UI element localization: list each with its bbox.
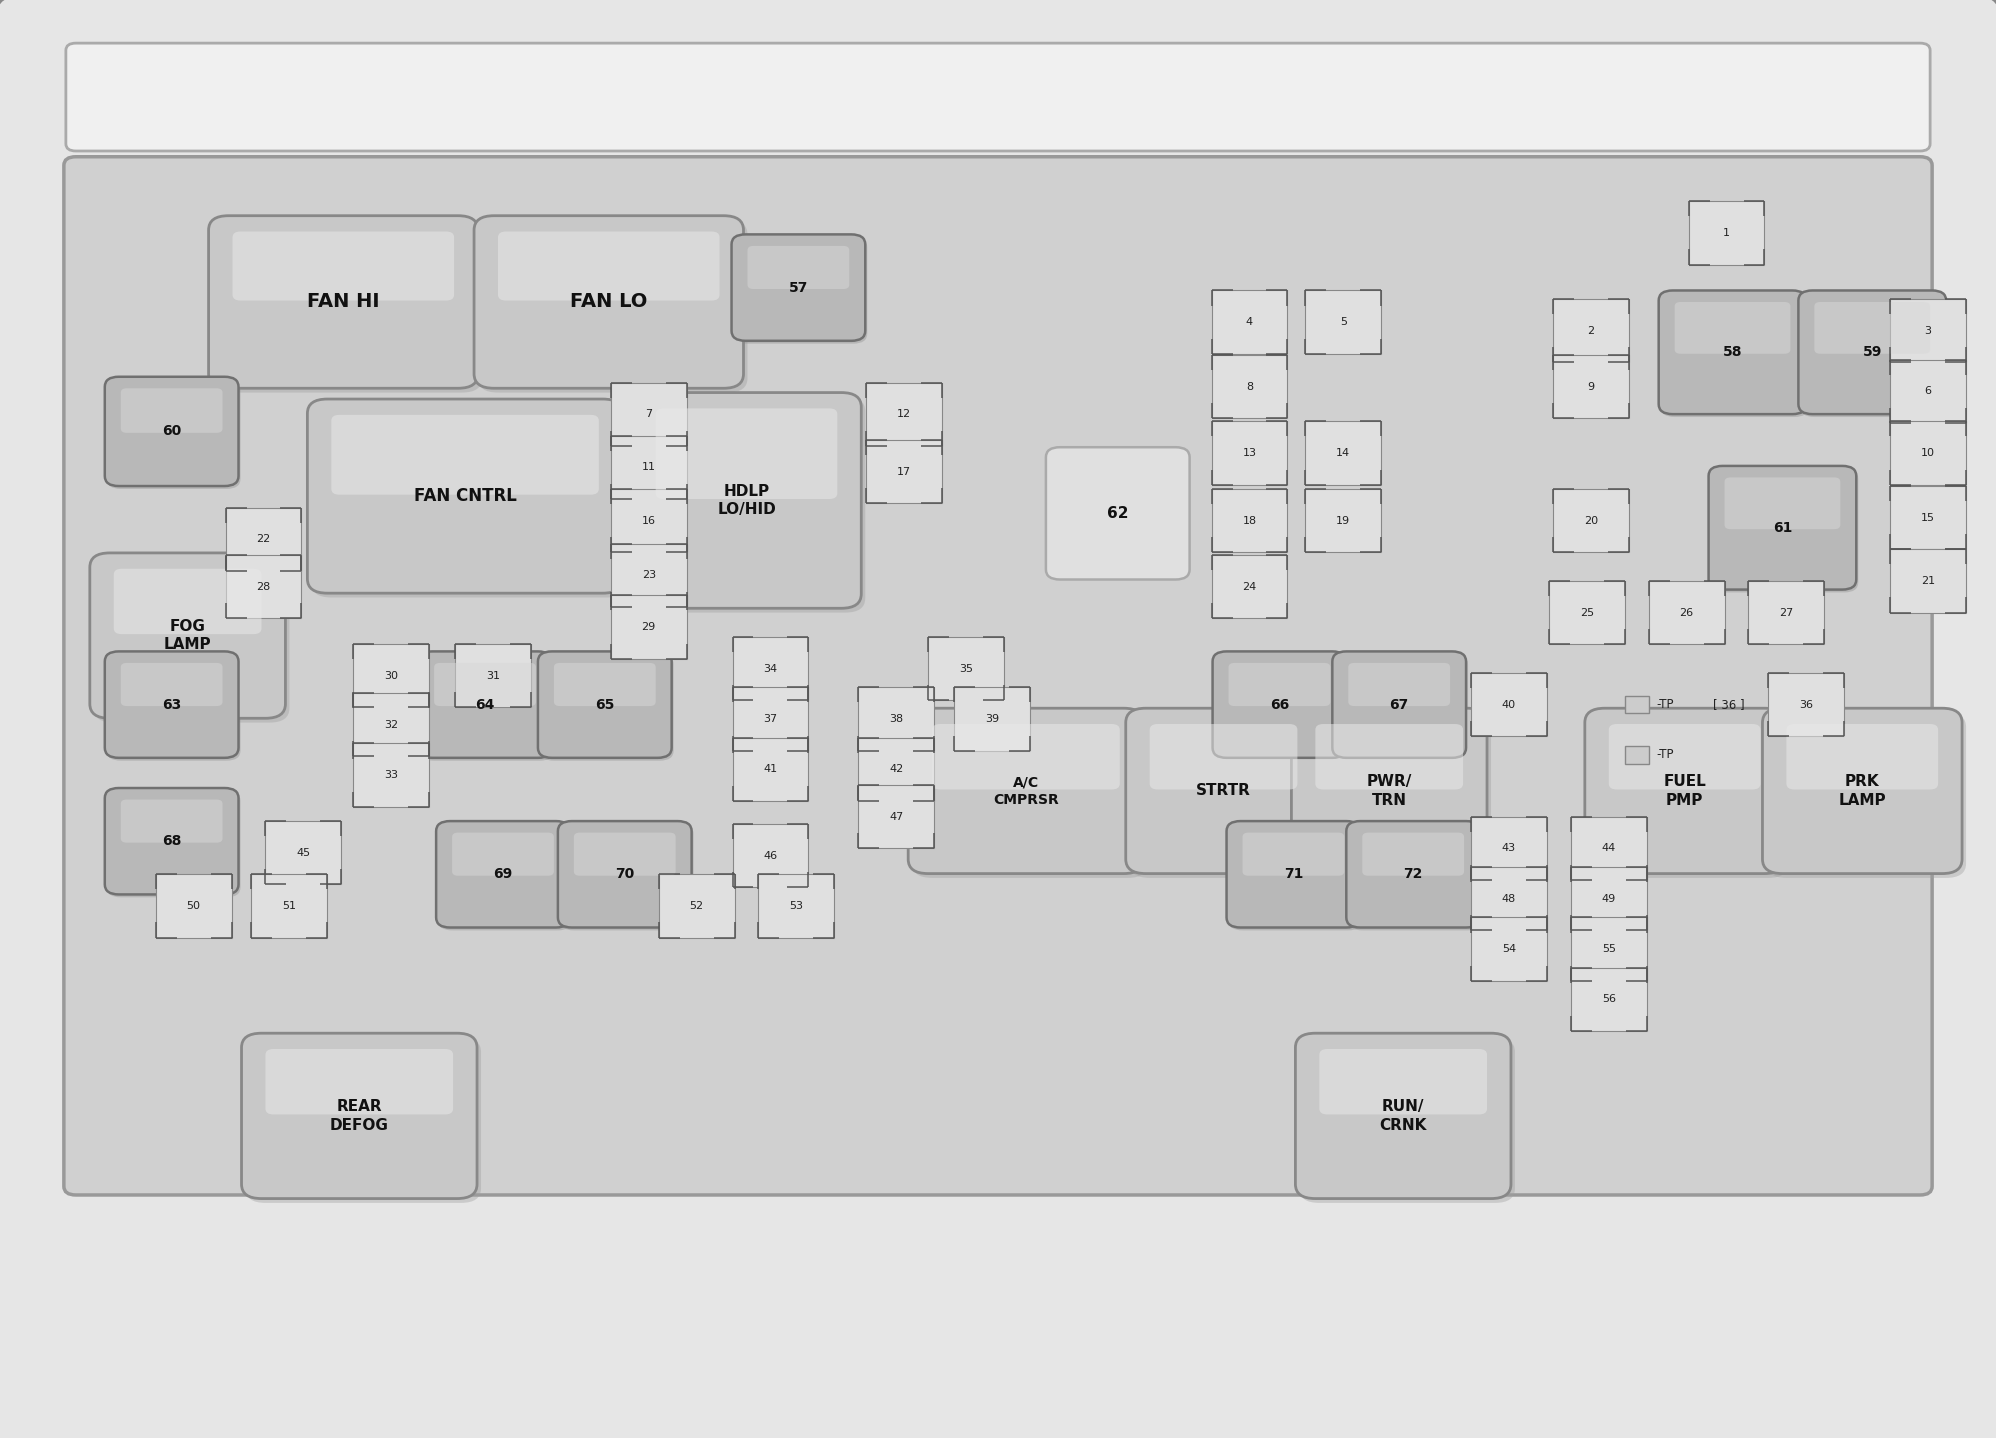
FancyBboxPatch shape (66, 43, 1930, 151)
Text: 6: 6 (1924, 387, 1932, 395)
Text: 56: 56 (1601, 995, 1617, 1004)
FancyBboxPatch shape (419, 654, 553, 761)
Text: HDLP
LO/HID: HDLP LO/HID (717, 483, 776, 518)
Text: 12: 12 (896, 410, 912, 418)
FancyBboxPatch shape (1709, 466, 1856, 590)
FancyBboxPatch shape (1800, 293, 1948, 417)
FancyBboxPatch shape (451, 833, 555, 876)
FancyBboxPatch shape (866, 440, 942, 503)
FancyBboxPatch shape (226, 555, 301, 618)
FancyBboxPatch shape (497, 232, 721, 301)
Text: 49: 49 (1601, 894, 1617, 903)
FancyBboxPatch shape (307, 398, 623, 592)
Text: RUN/
CRNK: RUN/ CRNK (1379, 1099, 1427, 1133)
Text: 65: 65 (595, 697, 615, 712)
FancyBboxPatch shape (1305, 421, 1381, 485)
FancyBboxPatch shape (1549, 581, 1625, 644)
Text: 2: 2 (1587, 326, 1595, 335)
Text: 14: 14 (1335, 449, 1351, 457)
Text: 51: 51 (281, 902, 297, 910)
FancyBboxPatch shape (1333, 654, 1467, 761)
Text: 25: 25 (1579, 608, 1595, 617)
Text: 24: 24 (1242, 582, 1257, 591)
FancyBboxPatch shape (1212, 290, 1287, 354)
FancyBboxPatch shape (1689, 201, 1764, 265)
Text: 55: 55 (1601, 945, 1617, 953)
Text: 13: 13 (1242, 449, 1257, 457)
FancyBboxPatch shape (1349, 663, 1449, 706)
FancyBboxPatch shape (1571, 968, 1647, 1031)
Text: 59: 59 (1862, 345, 1882, 360)
Text: 34: 34 (762, 664, 778, 673)
FancyBboxPatch shape (1228, 824, 1361, 930)
FancyBboxPatch shape (156, 874, 232, 938)
FancyBboxPatch shape (353, 693, 429, 756)
FancyBboxPatch shape (1890, 486, 1966, 549)
FancyBboxPatch shape (114, 568, 261, 634)
FancyBboxPatch shape (1291, 707, 1487, 873)
Text: -TP: -TP (1657, 748, 1675, 762)
FancyBboxPatch shape (908, 707, 1144, 873)
Text: 39: 39 (984, 715, 1000, 723)
Text: 64: 64 (475, 697, 495, 712)
FancyBboxPatch shape (747, 246, 850, 289)
Text: 38: 38 (888, 715, 904, 723)
FancyBboxPatch shape (226, 508, 301, 571)
Text: 10: 10 (1920, 449, 1936, 457)
FancyBboxPatch shape (1214, 651, 1345, 758)
Text: FUEL
PMP: FUEL PMP (1663, 774, 1707, 808)
Text: 33: 33 (383, 771, 399, 779)
Text: 18: 18 (1242, 516, 1257, 525)
FancyBboxPatch shape (1890, 549, 1966, 613)
Text: 7: 7 (645, 410, 653, 418)
FancyBboxPatch shape (537, 651, 671, 758)
FancyBboxPatch shape (954, 687, 1030, 751)
Text: 68: 68 (162, 834, 182, 848)
FancyBboxPatch shape (120, 800, 222, 843)
Text: 46: 46 (762, 851, 778, 860)
FancyBboxPatch shape (1150, 725, 1297, 789)
FancyBboxPatch shape (108, 791, 240, 897)
FancyBboxPatch shape (242, 1032, 477, 1199)
Text: 53: 53 (788, 902, 804, 910)
FancyBboxPatch shape (858, 738, 934, 801)
Text: 48: 48 (1501, 894, 1517, 903)
FancyBboxPatch shape (611, 544, 687, 607)
FancyBboxPatch shape (1553, 355, 1629, 418)
Text: 43: 43 (1501, 844, 1517, 853)
FancyBboxPatch shape (104, 788, 238, 894)
FancyBboxPatch shape (90, 552, 285, 718)
FancyBboxPatch shape (1553, 299, 1629, 362)
FancyBboxPatch shape (477, 220, 747, 393)
FancyBboxPatch shape (1242, 833, 1345, 876)
FancyBboxPatch shape (1471, 867, 1547, 930)
Text: 41: 41 (762, 765, 778, 774)
FancyBboxPatch shape (1226, 821, 1359, 928)
Text: 35: 35 (958, 664, 974, 673)
FancyBboxPatch shape (353, 644, 429, 707)
FancyBboxPatch shape (1649, 581, 1725, 644)
FancyBboxPatch shape (1130, 712, 1325, 877)
FancyBboxPatch shape (1786, 725, 1938, 789)
Text: 50: 50 (186, 902, 202, 910)
FancyBboxPatch shape (611, 595, 687, 659)
Text: 8: 8 (1246, 383, 1253, 391)
Text: 47: 47 (888, 812, 904, 821)
FancyBboxPatch shape (1589, 712, 1788, 877)
Text: 23: 23 (641, 571, 657, 580)
FancyBboxPatch shape (94, 557, 289, 722)
FancyBboxPatch shape (455, 644, 531, 707)
Text: 60: 60 (162, 424, 182, 439)
FancyBboxPatch shape (733, 738, 808, 801)
FancyBboxPatch shape (108, 380, 240, 489)
FancyBboxPatch shape (611, 436, 687, 499)
Text: 5: 5 (1339, 318, 1347, 326)
FancyBboxPatch shape (866, 383, 942, 446)
FancyBboxPatch shape (731, 234, 864, 341)
FancyBboxPatch shape (1571, 917, 1647, 981)
Text: 30: 30 (383, 672, 399, 680)
FancyBboxPatch shape (251, 874, 327, 938)
FancyBboxPatch shape (1675, 302, 1790, 354)
Text: 36: 36 (1798, 700, 1814, 709)
